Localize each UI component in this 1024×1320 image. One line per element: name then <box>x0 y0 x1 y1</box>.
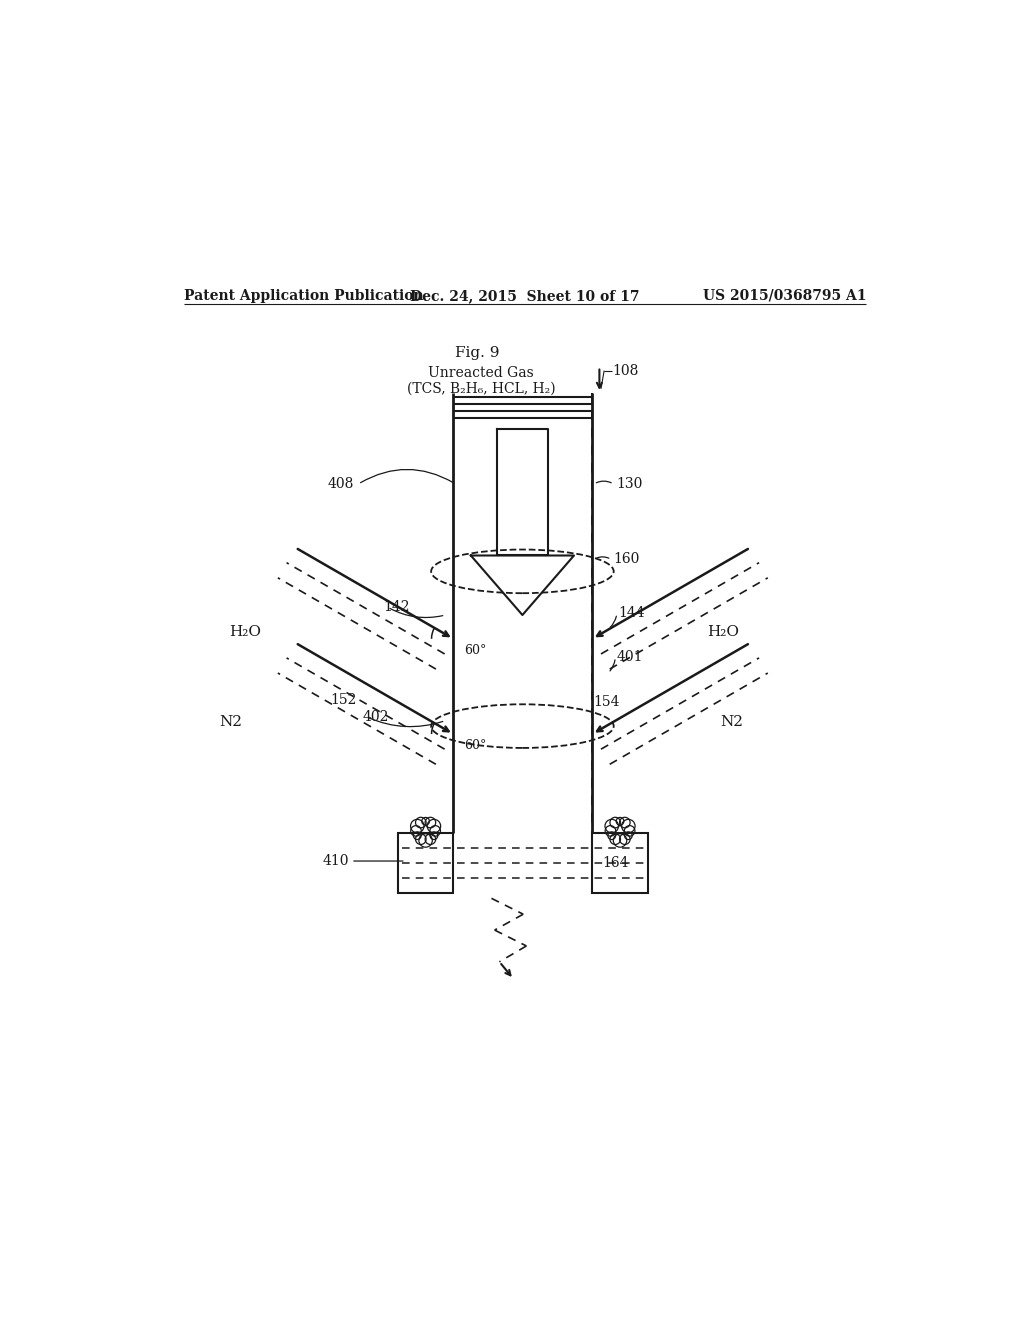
Text: Fig. 9: Fig. 9 <box>455 346 500 360</box>
Text: 152: 152 <box>331 693 356 708</box>
Text: 408: 408 <box>328 477 354 491</box>
Text: N2: N2 <box>219 715 243 729</box>
Text: 144: 144 <box>618 606 645 620</box>
Text: 160: 160 <box>613 553 640 566</box>
Polygon shape <box>497 429 548 556</box>
Text: 108: 108 <box>612 363 639 378</box>
Text: Patent Application Publication: Patent Application Publication <box>183 289 423 304</box>
Polygon shape <box>471 556 574 615</box>
Bar <box>592 833 648 892</box>
Text: 154: 154 <box>593 696 620 709</box>
Text: H₂O: H₂O <box>708 626 739 639</box>
Text: N2: N2 <box>720 715 743 729</box>
Text: US 2015/0368795 A1: US 2015/0368795 A1 <box>702 289 866 304</box>
Text: 142: 142 <box>384 601 410 614</box>
Text: 164: 164 <box>602 857 629 870</box>
Text: Dec. 24, 2015  Sheet 10 of 17: Dec. 24, 2015 Sheet 10 of 17 <box>410 289 640 304</box>
Text: Unreacted Gas: Unreacted Gas <box>428 366 535 380</box>
Text: (TCS, B₂H₆, HCL, H₂): (TCS, B₂H₆, HCL, H₂) <box>407 381 555 396</box>
Text: 410: 410 <box>323 854 348 869</box>
Bar <box>397 833 454 892</box>
Text: 401: 401 <box>616 649 643 664</box>
Text: H₂O: H₂O <box>229 626 261 639</box>
Text: 402: 402 <box>362 710 388 723</box>
Text: 60°: 60° <box>465 644 486 657</box>
Text: 60°: 60° <box>465 739 486 752</box>
Text: 130: 130 <box>616 477 642 491</box>
